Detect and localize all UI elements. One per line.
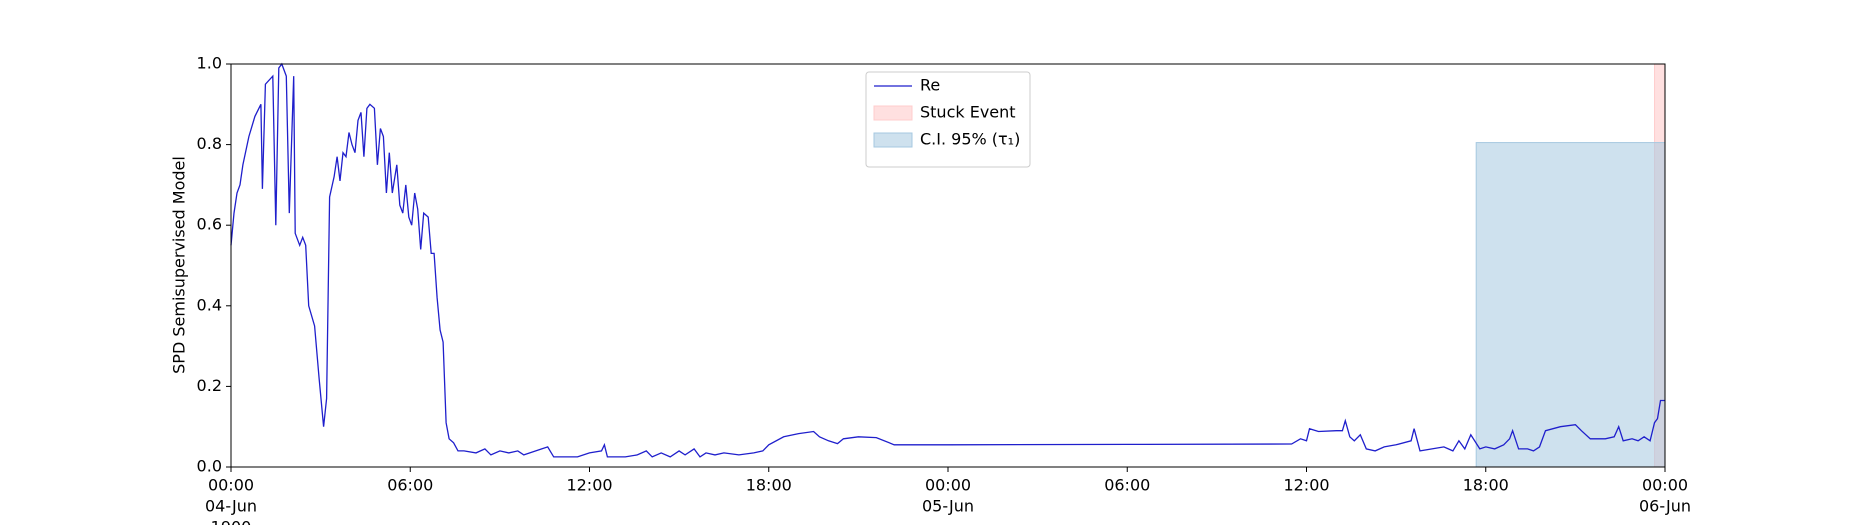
x-tick-label: 12:00 bbox=[1283, 476, 1329, 495]
x-tick-label: 18:00 bbox=[746, 476, 792, 495]
y-tick-label: 0.4 bbox=[197, 295, 222, 314]
y-tick-label: 0.2 bbox=[197, 376, 222, 395]
legend-label: C.I. 95% (τ₁) bbox=[920, 130, 1020, 149]
x-tick-label: 00:00 bbox=[208, 476, 254, 495]
y-axis-label: SPD Semisupervised Model bbox=[170, 156, 189, 374]
x-tick-label: 04-Jun bbox=[205, 497, 257, 516]
span bbox=[1475, 142, 1666, 468]
x-tick-label: 05-Jun bbox=[922, 497, 974, 516]
x-tick-label: 06-Jun bbox=[1639, 497, 1691, 516]
x-tick-label: 12:00 bbox=[566, 476, 612, 495]
y-tick-label: 1.0 bbox=[197, 54, 222, 73]
x-tick-label: 00:00 bbox=[1642, 476, 1688, 495]
legend-label: Re bbox=[920, 76, 940, 95]
y-tick-label: 0.8 bbox=[197, 134, 222, 153]
y-tick-label: 0.0 bbox=[197, 457, 222, 476]
line bbox=[230, 62, 1665, 458]
x-tick-label: 06:00 bbox=[1104, 476, 1150, 495]
legend-swatch bbox=[873, 105, 913, 121]
legend-swatch bbox=[873, 132, 913, 148]
x-tick-label: 18:00 bbox=[1463, 476, 1509, 495]
x-tick-label: 00:00 bbox=[925, 476, 971, 495]
x-tick-label: 06:00 bbox=[387, 476, 433, 495]
y-tick-label: 0.6 bbox=[197, 215, 222, 234]
x-tick-label: 1900 bbox=[211, 518, 252, 525]
legend-label: Stuck Event bbox=[920, 103, 1016, 122]
